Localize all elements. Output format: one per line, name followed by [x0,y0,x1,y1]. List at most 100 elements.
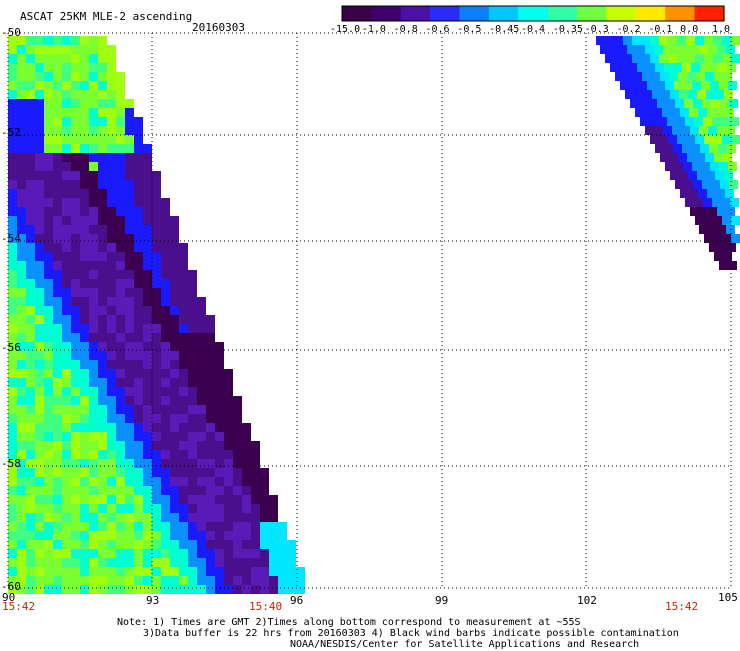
swath-cell [709,63,718,72]
swath-cell [650,36,659,45]
swath-cell [35,360,44,369]
swath-cell [26,297,35,306]
swath-cell [690,207,699,216]
swath-cell [107,207,116,216]
swath-cell [98,513,107,522]
swath-cell [35,207,44,216]
swath-cell [26,99,35,108]
swath-cell [134,225,143,234]
swath-cell [170,216,179,225]
swath-cell [35,252,44,261]
swath-cell [35,531,44,540]
swath-cell [35,153,44,162]
swath-cell [242,504,251,513]
swath-cell [197,549,206,558]
swath-cell [224,441,233,450]
swath-cell [179,513,188,522]
swath-cell [699,45,708,54]
swath-cell [695,36,704,45]
swath-cell [35,288,44,297]
swath-cell [107,513,116,522]
swath-cell [650,135,659,144]
swath-cell [713,54,722,63]
swath-cell [26,270,35,279]
x-label-90: 90 [2,591,16,604]
swath-cell [89,180,98,189]
swath-cell [721,198,730,207]
swath-cell [44,432,53,441]
swath-cell [242,441,251,450]
swath-cell [62,441,71,450]
swath-cell [287,585,296,594]
swath-cell [152,279,161,288]
swath-cell [107,297,116,306]
swath-cell [62,117,71,126]
swath-cell [116,180,125,189]
swath-cell [161,477,170,486]
swath-cell [188,396,197,405]
swath-cell [116,324,125,333]
swath-cell [17,207,26,216]
swath-cell [188,567,197,576]
swath-cell [197,387,206,396]
swath-cell [98,549,107,558]
swath-cell [44,504,53,513]
swath-cell [170,243,179,252]
swath-cell [242,558,251,567]
swath-cell [71,243,80,252]
swath-cell [170,549,179,558]
swath-cell [8,495,17,504]
swath-cell [134,261,143,270]
swath-cell [188,405,197,414]
swath-cell [98,522,107,531]
swath-cell [53,36,62,45]
swath-cell [170,477,179,486]
swath-cell [44,90,53,99]
swath-cell [615,72,624,81]
note-line-2: 3)Data buffer is 22 hrs from 20160303 4)… [143,628,679,639]
swath-cell [197,486,206,495]
swath-cell [662,108,671,117]
swath-cell [215,342,224,351]
swath-cell [116,270,125,279]
swath-cell [242,540,251,549]
swath-cell [8,468,17,477]
swath-cell [35,63,44,72]
swath-cell [116,558,125,567]
swath-cell [80,297,89,306]
swath-cell [116,522,125,531]
swath-cell [692,162,701,171]
swath-cell [80,585,89,594]
swath-cell [71,135,80,144]
swath-cell [700,144,709,153]
swath-cell [62,189,71,198]
swath-cell [161,306,170,315]
colorbar [341,5,725,22]
map-title: ASCAT 25KM MLE-2 ascending [20,10,193,23]
swath-cell [107,153,116,162]
swath-cell [206,414,215,423]
swath-cell [53,207,62,216]
swath-cell [98,540,107,549]
swath-cell [143,342,152,351]
swath-cell [44,144,53,153]
time-label-left: 15:42 [2,600,36,613]
swath-cell [143,171,152,180]
swath-cell [224,459,233,468]
swath-cell [658,117,667,126]
swath-cell [215,504,224,513]
swath-cell [710,162,719,171]
colorbar-swatch [371,6,402,21]
swath-cell [116,99,125,108]
swath-cell [143,243,152,252]
swath-cell [98,36,107,45]
swath-cell [17,234,26,243]
swath-cell [35,441,44,450]
swath-cell [89,135,98,144]
swath-cell [26,504,35,513]
swath-cell [206,315,215,324]
swath-cell [98,387,107,396]
swath-cell [704,216,713,225]
swath-cell [188,297,197,306]
swath-cell [161,567,170,576]
